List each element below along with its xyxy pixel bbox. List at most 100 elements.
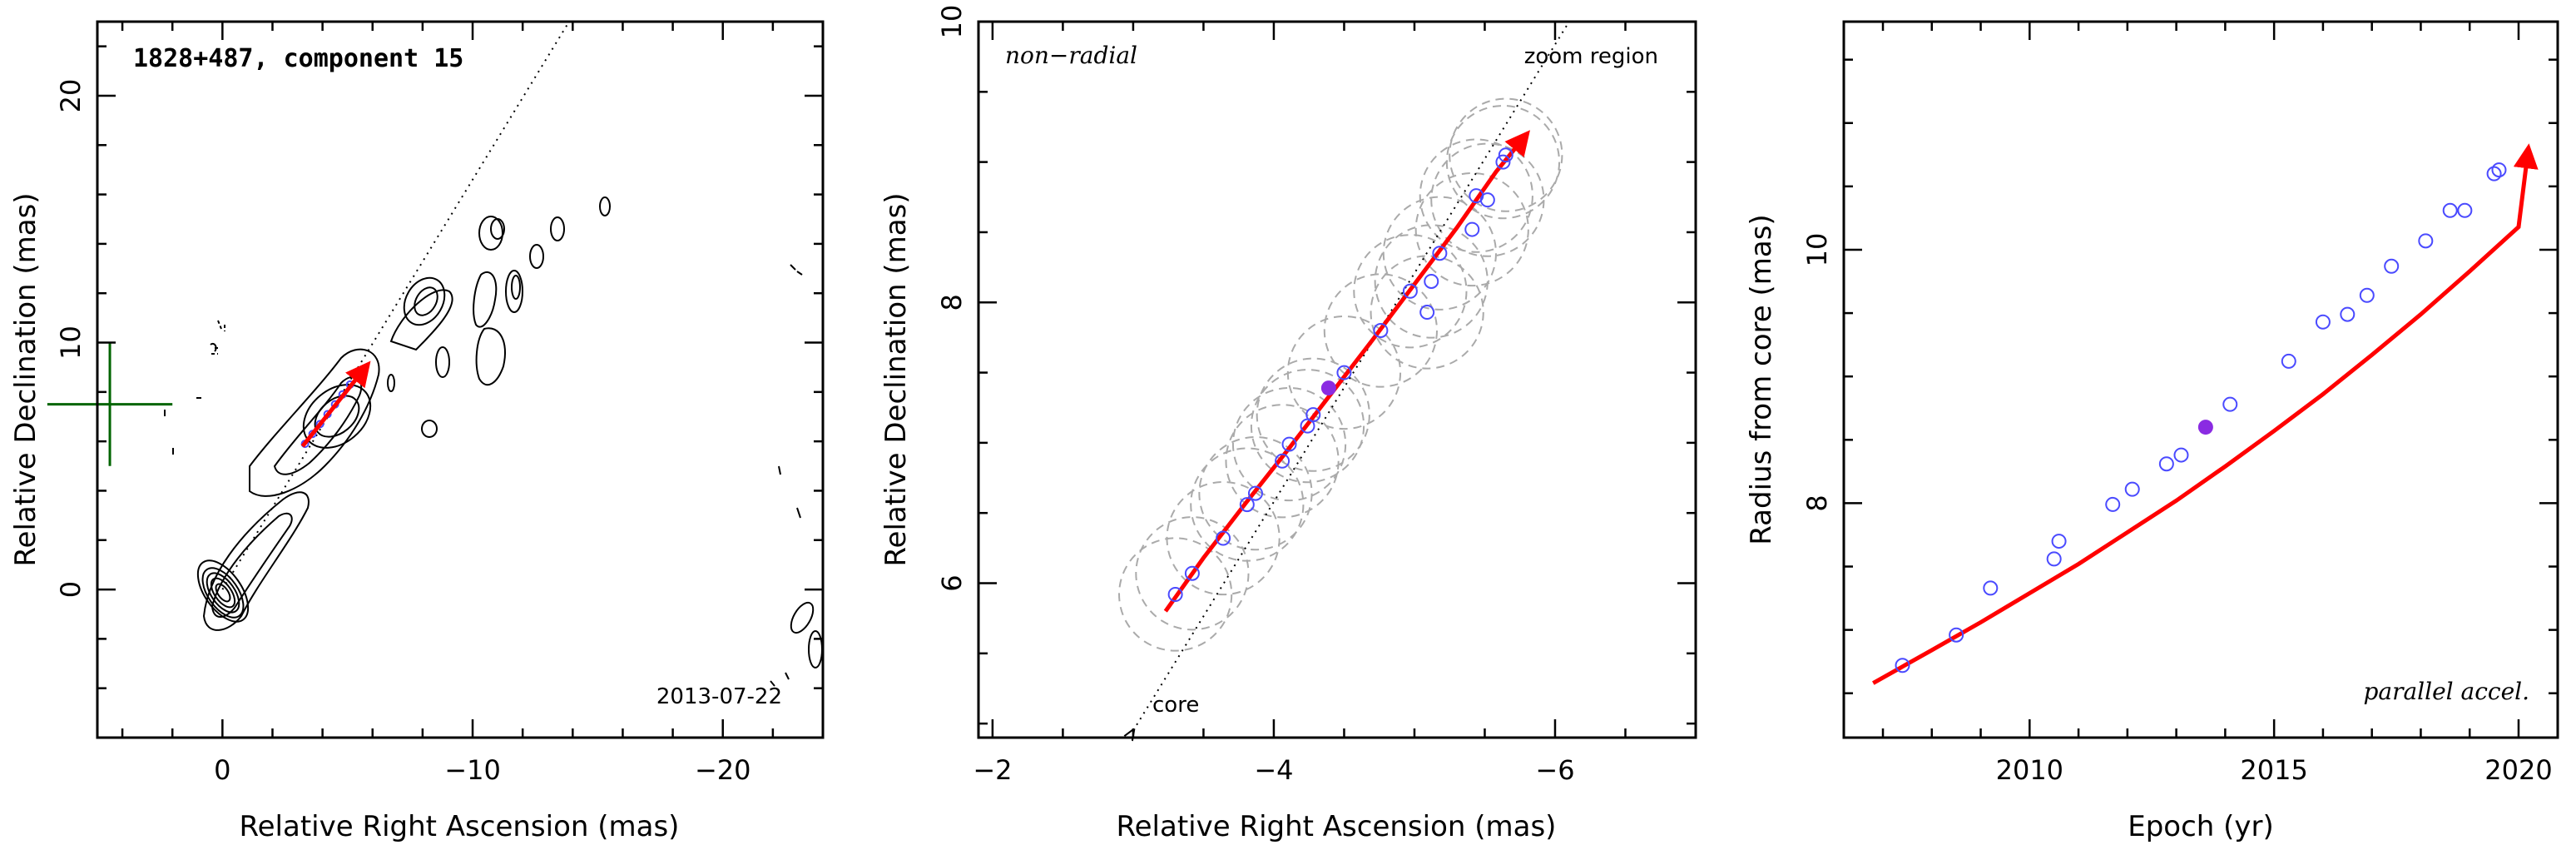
component-circle (1198, 435, 1313, 551)
position-point (1305, 407, 1321, 423)
component-circle (1353, 234, 1468, 349)
y-axis-label: Radius from core (mas) (1745, 214, 1778, 544)
position-point (1247, 485, 1263, 501)
y-axis: 6 8 10 (936, 5, 1696, 725)
radius-point (2442, 202, 2458, 218)
jet-contours (164, 196, 823, 687)
radius-point (2173, 447, 2189, 463)
epoch-label: 2013-07-22 (656, 684, 782, 709)
x-tick-label: −2 (973, 754, 1012, 786)
position-point (1464, 221, 1480, 237)
x-axis-label: Relative Right Ascension (mas) (240, 810, 680, 843)
motion-annotation: non−radial (1005, 42, 1137, 69)
component-circle (1419, 138, 1533, 253)
position-point (1239, 497, 1255, 513)
zoom-region-label: zoom region (1524, 44, 1658, 69)
panel-jet-map: 0 −10 −20 0 10 20 1828+487, component 15 201… (9, 20, 825, 843)
position-point (1498, 147, 1513, 163)
y-axis: 0 10 20 (55, 45, 823, 739)
y-tick-label: 8 (936, 294, 968, 311)
component-circle (1190, 447, 1305, 562)
y-tick-label: 20 (55, 79, 87, 113)
component-circle (1256, 357, 1370, 472)
radius-point (1895, 658, 1910, 674)
component-circle (1118, 537, 1233, 652)
radius-point (2046, 551, 2062, 567)
y-axis: 8 10 (1801, 58, 2558, 694)
radius-point (2124, 481, 2140, 497)
y-tick-label: 8 (1801, 495, 1833, 511)
y-tick-label: 6 (936, 574, 968, 591)
component-circles (1118, 97, 1563, 652)
plot-frame (1842, 20, 2559, 739)
x-axis-label: Relative Right Ascension (mas) (1117, 810, 1557, 843)
y-tick-label: 10 (1801, 233, 1833, 267)
x-tick-label: −4 (1254, 754, 1293, 786)
component-circle (1323, 273, 1439, 388)
x-tick-label: −20 (695, 754, 751, 786)
highlight-point (2197, 420, 2213, 435)
radius-point (2491, 162, 2507, 178)
component-circle (1250, 369, 1365, 484)
component-circle (1414, 171, 1529, 287)
x-axis-label: Epoch (yr) (2128, 810, 2274, 843)
component-circle (1286, 315, 1402, 430)
radius-point (2222, 396, 2238, 412)
y-axis-label: Relative Declination (mas) (9, 192, 42, 566)
y-tick-label: 0 (55, 581, 87, 598)
plot-frame (96, 20, 825, 739)
radius-points (1895, 162, 2507, 674)
component-circle (1166, 480, 1281, 596)
x-tick-label: −10 (444, 754, 501, 786)
position-point (1216, 530, 1231, 546)
position-point (1424, 273, 1439, 289)
accel-annotation: parallel accel. (2363, 678, 2529, 705)
trajectory-arrow (300, 360, 371, 448)
position-point (1184, 565, 1200, 581)
radius-point (2359, 287, 2375, 303)
position-point (1495, 154, 1511, 170)
plot-frame (977, 20, 1697, 739)
x-axis: −2 −4 −6 (973, 22, 1697, 786)
position-point (1336, 365, 1352, 380)
radius-point (2051, 534, 2067, 549)
component-circle (1430, 142, 1545, 257)
component-circle (1225, 404, 1340, 519)
x-tick-label: 2015 (2240, 754, 2307, 786)
radius-point (2105, 496, 2121, 512)
chart-title: 1828+487, component 15 (133, 44, 463, 73)
position-point (1167, 587, 1183, 602)
panel-radius-epoch: 2010 2015 2020 8 10 parallel accel. Epoch (… (1745, 20, 2559, 843)
position-point (1373, 322, 1389, 338)
position-point (1432, 246, 1448, 261)
position-point (1419, 305, 1435, 321)
radius-point (1983, 580, 1999, 596)
radius-point (1949, 627, 1964, 643)
radius-point (2457, 202, 2473, 218)
component-circle (1231, 386, 1347, 502)
position-point (1275, 453, 1290, 469)
component-circle (1449, 97, 1563, 212)
component-circle (1445, 105, 1561, 220)
core-direction-line (1133, 21, 1570, 731)
position-point (1402, 283, 1418, 299)
x-tick-label: 0 (214, 754, 230, 786)
x-axis: 2010 2015 2020 (1881, 22, 2553, 786)
radius-point (2486, 166, 2502, 181)
component-circle (1370, 255, 1484, 370)
y-tick-label: 10 (936, 5, 968, 39)
radius-point (2340, 306, 2356, 322)
position-point (1281, 436, 1297, 452)
radius-point (2384, 258, 2400, 274)
trajectory-arrow (1163, 130, 1530, 613)
fit-curve (1872, 143, 2539, 685)
y-axis-label: Relative Declination (mas) (879, 192, 913, 566)
component-circle (1135, 516, 1250, 631)
zoom-box (47, 342, 173, 466)
x-tick-label: −6 (1535, 754, 1574, 786)
direction-line (221, 22, 571, 590)
radius-point (2281, 353, 2296, 369)
highlight-point (1320, 380, 1336, 396)
